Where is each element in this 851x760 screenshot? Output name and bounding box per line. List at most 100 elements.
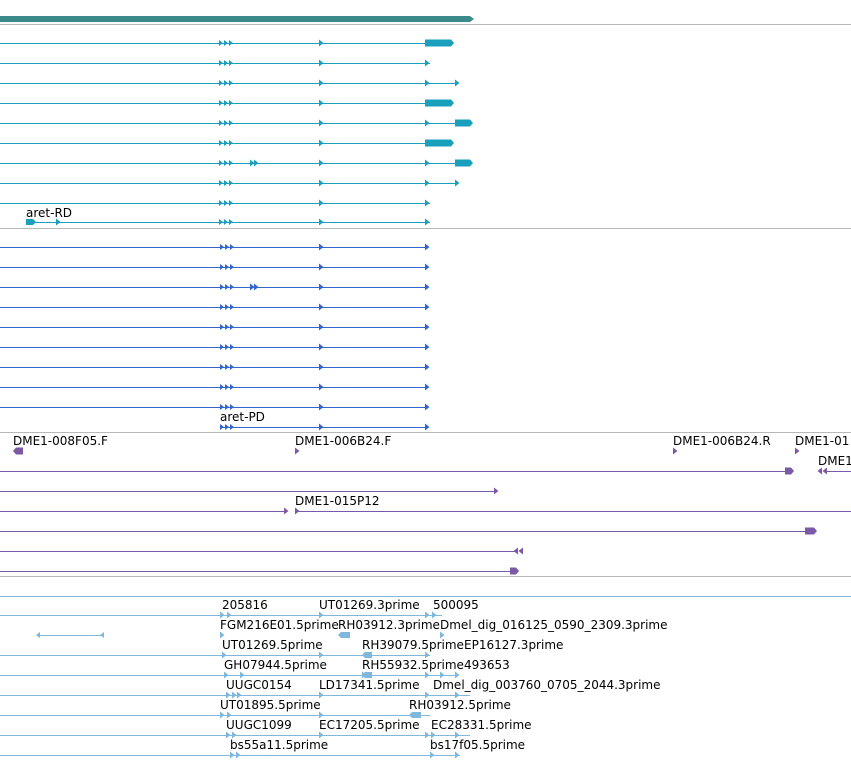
clone-label[interactable]: DME1-015P12 [295,494,380,508]
exon-arrow-right[interactable] [229,120,233,126]
exon-arrow-right[interactable] [219,219,223,225]
exon-arrow-right[interactable] [494,487,499,495]
exon-arrow-right[interactable] [319,691,324,699]
exon-arrow-right[interactable] [225,424,229,430]
exon-block[interactable] [338,632,350,638]
exon-arrow-right[interactable] [224,80,228,86]
exon-arrow-right[interactable] [225,284,229,290]
exon-arrow-right[interactable] [319,363,324,371]
exon-arrow-right[interactable] [425,303,430,311]
est-label[interactable]: EC28331.5prime [431,718,532,732]
exon-arrow-right[interactable] [229,180,233,186]
exon-arrow-right[interactable] [319,611,324,619]
exon-arrow-right[interactable] [225,324,229,330]
exon-arrow-right[interactable] [220,364,224,370]
exon-arrow-right[interactable] [319,283,324,291]
clone-label[interactable]: DME1 [818,454,851,468]
exon-arrow-right[interactable] [673,447,678,455]
exon-arrow-left[interactable] [513,547,519,555]
exon-arrow-right[interactable] [431,731,436,739]
exon-arrow-right[interactable] [319,303,324,311]
exon-arrow-right[interactable] [220,424,224,430]
est-label[interactable]: Dmel_dig_003760_0705_2044.3prime [433,678,661,692]
exon-arrow-right[interactable] [224,40,228,46]
est-label[interactable]: 493653 [464,658,510,672]
exon-arrow-right[interactable] [425,159,430,167]
exon-arrow-right[interactable] [319,218,324,226]
exon-arrow-right[interactable] [319,119,324,127]
exon-arrow-right[interactable] [225,244,229,250]
exon-arrow-right[interactable] [222,651,227,659]
est-label[interactable]: UUGC1099 [226,718,292,732]
exon-arrow-right[interactable] [425,218,430,226]
exon-arrow-right[interactable] [440,671,445,679]
protein-label-aret-pd[interactable]: aret-PD [220,410,265,424]
exon-arrow-right[interactable] [219,160,223,166]
exon-block[interactable] [13,447,23,455]
est-label[interactable]: RH39079.5prime [362,638,464,652]
exon-arrow-right[interactable] [225,404,229,410]
exon-arrow-right[interactable] [224,180,228,186]
est-label[interactable]: FGM216E01.5prime [220,618,339,632]
exon-arrow-right[interactable] [56,218,61,226]
exon-arrow-right[interactable] [220,611,225,619]
clone-label[interactable]: DME1-006B24.R [673,434,771,448]
exon-arrow-right[interactable] [229,60,233,66]
exon-arrow-right[interactable] [425,283,430,291]
exon-arrow-right[interactable] [220,384,224,390]
exon-arrow-right[interactable] [455,691,460,699]
exon-arrow-right[interactable] [425,119,430,127]
exon-arrow-right[interactable] [455,751,460,759]
exon-arrow-right[interactable] [319,403,324,411]
exon-arrow-right[interactable] [219,60,223,66]
exon-block[interactable] [409,712,421,718]
exon-block[interactable] [26,219,36,225]
est-label[interactable]: RH55932.5prime [362,658,464,672]
exon-arrow-right[interactable] [219,100,223,106]
exon-arrow-right[interactable] [425,403,430,411]
exon-arrow-right[interactable] [219,80,223,86]
exon-block[interactable] [785,467,794,475]
exon-arrow-right[interactable] [319,179,324,187]
exon-arrow-right[interactable] [250,283,255,291]
clone-label[interactable]: DME1-006B24.F [295,434,392,448]
exon-arrow-right[interactable] [425,691,430,699]
clone-label[interactable]: DME1-01 [795,434,850,448]
exon-arrow-right[interactable] [230,324,234,330]
exon-arrow-right[interactable] [425,611,430,619]
exon-arrow-right[interactable] [232,691,237,699]
exon-arrow-right[interactable] [425,179,430,187]
exon-arrow-right[interactable] [220,304,224,310]
exon-arrow-right[interactable] [225,364,229,370]
exon-block[interactable] [455,159,473,167]
est-label[interactable]: bs17f05.5prime [430,738,526,752]
exon-arrow-right[interactable] [230,264,234,270]
exon-arrow-right[interactable] [295,447,300,455]
exon-arrow-right[interactable] [220,711,225,719]
est-label[interactable]: UT01895.5prime [220,698,321,712]
exon-arrow-right[interactable] [227,611,232,619]
exon-arrow-right[interactable] [319,199,324,207]
exon-arrow-right[interactable] [319,243,324,251]
exon-arrow-right[interactable] [425,263,430,271]
exon-arrow-right[interactable] [220,404,224,410]
exon-arrow-right[interactable] [220,344,224,350]
exon-arrow-right[interactable] [319,139,324,147]
est-label[interactable]: RH03912.3prime [338,618,440,632]
exon-arrow-right[interactable] [229,80,233,86]
exon-arrow-right[interactable] [219,180,223,186]
exon-arrow-right[interactable] [230,284,234,290]
exon-arrow-right[interactable] [250,159,255,167]
exon-arrow-right[interactable] [319,39,324,47]
exon-arrow-right[interactable] [319,79,324,87]
exon-arrow-right[interactable] [224,100,228,106]
est-label[interactable]: EP16127.3prime [464,638,564,652]
exon-arrow-right[interactable] [224,219,228,225]
exon-arrow-right[interactable] [254,159,259,167]
exon-block[interactable] [425,139,454,147]
exon-arrow-right[interactable] [240,671,245,679]
exon-arrow-right[interactable] [225,344,229,350]
exon-arrow-right[interactable] [230,384,234,390]
exon-arrow-right[interactable] [295,507,300,515]
exon-block[interactable] [425,39,454,47]
